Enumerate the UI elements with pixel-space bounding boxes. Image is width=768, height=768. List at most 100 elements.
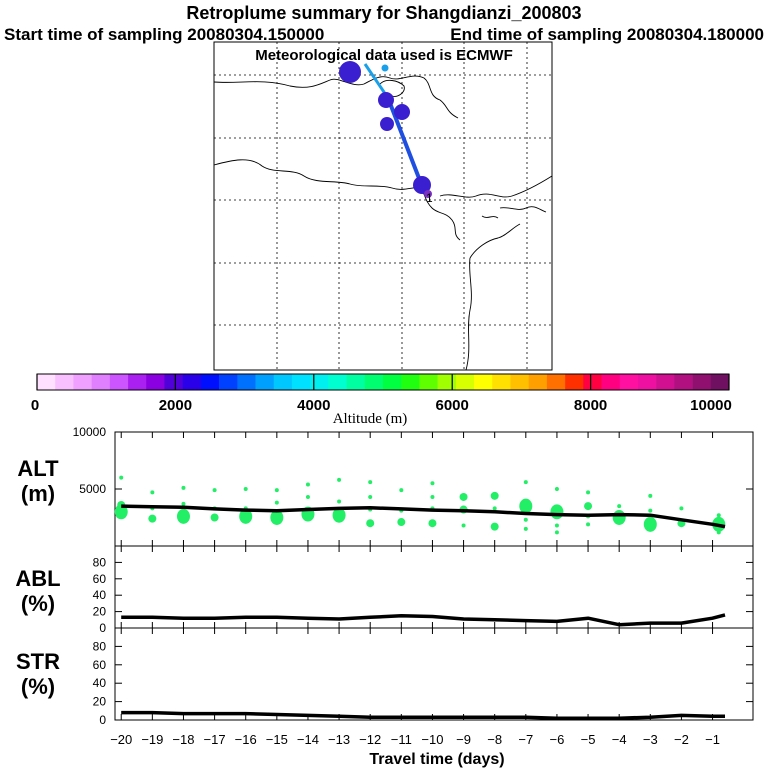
alt-point bbox=[114, 504, 128, 520]
y-tick-label: 80 bbox=[93, 555, 107, 569]
panel-ylabel: (m) bbox=[21, 481, 55, 506]
colorbar-cell bbox=[455, 374, 475, 390]
plume-blob-tip bbox=[381, 64, 389, 72]
panel-ylabel: (%) bbox=[21, 591, 55, 616]
alt-point bbox=[617, 504, 622, 509]
colorbar-tick-label: 0 bbox=[31, 397, 39, 414]
x-axis-label: Travel time (days) bbox=[369, 751, 504, 768]
alt-point bbox=[523, 517, 528, 522]
y-tick-label: 0 bbox=[99, 621, 106, 635]
alt-point bbox=[210, 513, 219, 522]
colorbar-cell bbox=[37, 374, 56, 390]
alt-point bbox=[554, 530, 559, 535]
colorbar-cell bbox=[619, 374, 639, 390]
x-tick-label: −15 bbox=[266, 732, 288, 747]
str-panel-frame bbox=[114, 627, 754, 721]
x-tick-label: −12 bbox=[359, 732, 381, 747]
alt-point bbox=[459, 492, 468, 501]
colorbar-label: Altitude (m) bbox=[333, 411, 408, 427]
map-grid bbox=[214, 42, 552, 370]
alt-point bbox=[397, 518, 406, 527]
y-tick-label: 40 bbox=[93, 588, 107, 602]
x-tick-label: −4 bbox=[612, 732, 627, 747]
alt-point bbox=[148, 514, 157, 523]
x-tick-label: −13 bbox=[328, 732, 350, 747]
colorbar-cell bbox=[583, 374, 602, 390]
y-tick-label: 0 bbox=[99, 713, 106, 727]
alt-point bbox=[212, 488, 217, 493]
series-lines bbox=[121, 504, 726, 720]
alt-point bbox=[368, 480, 373, 485]
alt-point bbox=[332, 507, 346, 523]
colorbar-ticks: 0 2000 4000 6000 8000 10000 bbox=[31, 374, 732, 414]
alt-point bbox=[550, 504, 564, 520]
colorbar-cell bbox=[109, 374, 129, 390]
plume-segment-main bbox=[386, 97, 424, 187]
panel-ylabel: (%) bbox=[21, 674, 55, 699]
colorbar-cell bbox=[565, 374, 584, 390]
colorbar-cell bbox=[55, 374, 74, 390]
alt-point bbox=[490, 522, 499, 531]
met-data-label: Meteorological data used is ECMWF bbox=[255, 47, 513, 64]
colorbar-cell bbox=[383, 374, 402, 390]
alt-point bbox=[239, 508, 253, 524]
x-tick-label: −2 bbox=[674, 732, 689, 747]
alt-point bbox=[337, 499, 342, 504]
colorbar-cell bbox=[273, 374, 293, 390]
alt-point bbox=[716, 513, 721, 518]
alt-point bbox=[274, 488, 279, 493]
abl-line bbox=[121, 613, 726, 627]
x-tick-label: −8 bbox=[487, 732, 502, 747]
colorbar-cell bbox=[437, 374, 457, 390]
panel-ylabel: ALT bbox=[17, 456, 59, 481]
alt-scatter bbox=[114, 475, 726, 535]
alt-point bbox=[150, 490, 155, 495]
colorbar-cell bbox=[255, 374, 275, 390]
colorbar-tick-label: 10000 bbox=[690, 397, 732, 414]
alt-point bbox=[523, 526, 528, 531]
x-tick-label: −1 bbox=[705, 732, 720, 747]
x-tick-label: −7 bbox=[518, 732, 533, 747]
alt-point bbox=[554, 487, 559, 491]
plume-blob-1 bbox=[413, 176, 431, 194]
colorbar-cell bbox=[164, 374, 183, 390]
colorbar: 0 2000 4000 6000 8000 10000 Altitude (m) bbox=[31, 373, 732, 427]
y-tick-label: 20 bbox=[93, 695, 107, 709]
alt-point bbox=[119, 475, 124, 480]
alt-point bbox=[643, 516, 657, 532]
alt-point bbox=[586, 522, 591, 527]
colorbar-cell bbox=[546, 374, 566, 390]
alt-point bbox=[181, 501, 186, 506]
start-time-label: Start time of sampling 20080304.150000 bbox=[4, 25, 325, 44]
alt-point bbox=[305, 494, 310, 499]
plume-blob-receptor bbox=[424, 190, 432, 198]
alt-point bbox=[490, 491, 499, 500]
alt-point bbox=[519, 498, 533, 514]
colorbar-cells bbox=[37, 374, 730, 390]
colorbar-cell bbox=[328, 374, 347, 390]
alt-mean-line bbox=[121, 504, 726, 529]
alt-point bbox=[399, 488, 404, 493]
y-tick-label: 80 bbox=[93, 639, 107, 653]
x-tick-label: −10 bbox=[421, 732, 443, 747]
colorbar-cell bbox=[182, 374, 202, 390]
plume-path: 1 bbox=[339, 61, 433, 205]
colorbar-cell bbox=[492, 374, 511, 390]
colorbar-tick-label: 2000 bbox=[159, 397, 192, 414]
x-tick-label: −14 bbox=[297, 732, 319, 747]
alt-point bbox=[461, 523, 466, 528]
x-tick-label: −6 bbox=[550, 732, 565, 747]
colorbar-cell bbox=[637, 374, 657, 390]
colorbar-cell bbox=[91, 374, 111, 390]
x-tick-label: −11 bbox=[391, 732, 412, 747]
colorbar-cell bbox=[710, 374, 730, 390]
plume-blob-15 bbox=[378, 92, 394, 108]
alt-point bbox=[586, 490, 591, 495]
x-tick-label: −3 bbox=[643, 732, 658, 747]
alt-point bbox=[428, 519, 437, 528]
y-tick-label: 60 bbox=[93, 658, 107, 672]
colorbar-cell bbox=[419, 374, 438, 390]
x-tick-label: −18 bbox=[172, 732, 194, 747]
